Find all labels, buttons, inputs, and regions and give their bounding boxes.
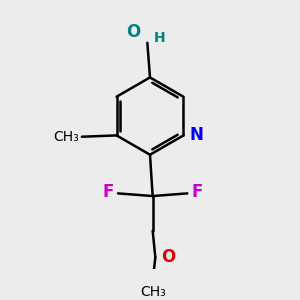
- Text: F: F: [103, 183, 114, 201]
- Text: O: O: [126, 23, 141, 41]
- Text: CH₃: CH₃: [140, 285, 166, 299]
- Text: CH₃: CH₃: [53, 130, 79, 144]
- Text: O: O: [161, 248, 176, 266]
- Text: F: F: [191, 183, 203, 201]
- Text: N: N: [189, 126, 203, 144]
- Text: H: H: [154, 31, 166, 45]
